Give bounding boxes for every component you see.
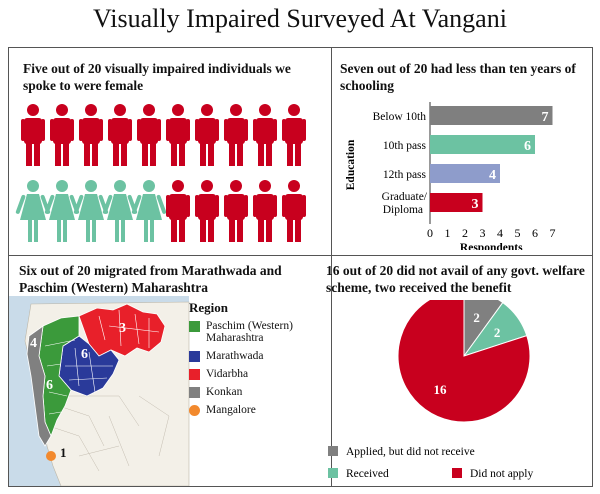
male-person-icon xyxy=(50,104,74,166)
legend-label: Vidarbha xyxy=(206,368,249,380)
male-person-icon xyxy=(137,104,161,166)
x-axis-label: Respondents xyxy=(460,242,523,250)
pie-slice-2 xyxy=(397,300,531,423)
education-panel-title: Seven out of 20 had less than ten years … xyxy=(340,61,576,93)
x-tick-label: 3 xyxy=(480,226,486,240)
legend-label: Mangalore xyxy=(206,404,256,416)
pie-value-label: 2 xyxy=(473,310,480,325)
female-person-icon xyxy=(44,180,80,242)
category-label: Graduate/ xyxy=(382,191,428,203)
x-tick-label: 4 xyxy=(497,226,503,240)
bar-value-label: 3 xyxy=(472,197,479,212)
category-label: 10th pass xyxy=(383,140,427,152)
legend-square-swatch xyxy=(189,387,200,398)
migration-panel-title: Six out of 20 migrated from Marathwada a… xyxy=(19,263,282,295)
gender-panel: Five out of 20 visually impaired individ… xyxy=(8,47,332,256)
male-person-icon xyxy=(282,180,306,242)
welfare-panel: 16 out of 20 did not avail of any govt. … xyxy=(314,255,593,487)
x-tick-label: 5 xyxy=(515,226,521,240)
legend-circle-swatch xyxy=(189,405,200,416)
legend-square-swatch xyxy=(189,369,200,380)
paschim-borders xyxy=(44,339,76,415)
female-person-icon xyxy=(73,180,109,242)
x-tick-label: 1 xyxy=(445,226,451,240)
migration-panel: Six out of 20 migrated from Marathwada a… xyxy=(8,255,332,487)
pie-legend-label: Received xyxy=(346,468,389,480)
male-person-icon xyxy=(253,104,277,166)
legend-item: Marathwada xyxy=(189,350,329,362)
mangalore-marker xyxy=(46,451,56,461)
marathwada-borders xyxy=(65,347,113,393)
pictogram xyxy=(15,104,306,242)
maharashtra-map: 4 6 6 3 1 xyxy=(9,296,190,486)
bar-value-label: 6 xyxy=(524,139,531,154)
male-person-icon xyxy=(79,104,103,166)
x-tick-label: 0 xyxy=(427,226,433,240)
bar-value-label: 7 xyxy=(542,110,549,125)
x-tick-label: 7 xyxy=(550,226,556,240)
legend-label: Paschim (Western) Maharashtra xyxy=(206,320,293,344)
welfare-pie-chart: 22 16 Applied, but did not receive Received… xyxy=(328,300,533,480)
pie-legend-swatch xyxy=(328,468,338,478)
x-tick-label: 2 xyxy=(462,226,468,240)
bar-3 xyxy=(430,193,483,212)
male-person-icon xyxy=(195,104,219,166)
legend-item: Mangalore xyxy=(189,404,329,416)
male-person-icon xyxy=(21,104,45,166)
legend-title: Region xyxy=(189,300,228,315)
legend-item: Konkan xyxy=(189,386,329,398)
pie-value-label: 16 xyxy=(433,382,447,397)
legend-square-swatch xyxy=(189,351,200,362)
region-konkan xyxy=(26,325,52,447)
count-konkan: 4 xyxy=(30,336,37,351)
pie-value-label: 2 xyxy=(494,325,501,340)
female-person-icon xyxy=(131,180,167,242)
male-person-icon xyxy=(195,180,219,242)
male-person-icon xyxy=(166,180,190,242)
bar-2 xyxy=(430,164,500,183)
map-legend: Region Paschim (Western) Maharashtra Mara… xyxy=(189,300,329,422)
vidarbha-borders xyxy=(98,309,160,348)
count-vidarbha: 3 xyxy=(119,321,126,336)
education-panel: Seven out of 20 had less than ten years … xyxy=(331,47,593,256)
female-person-icon xyxy=(102,180,138,242)
legend-item: Vidarbha xyxy=(189,368,329,380)
male-person-icon xyxy=(253,180,277,242)
education-bar-chart: 7 Below 10th 6 10th pass 4 12th pass 3 Graduate… xyxy=(345,102,556,250)
legend-square-swatch xyxy=(189,321,200,332)
male-person-icon xyxy=(166,104,190,166)
male-person-icon xyxy=(224,104,248,166)
pie-legend-label: Did not apply xyxy=(470,468,533,480)
male-person-icon xyxy=(224,180,248,242)
category-label: 12th pass xyxy=(383,169,427,181)
male-person-icon xyxy=(108,104,132,166)
male-person-icon xyxy=(282,104,306,166)
category-label: Below 10th xyxy=(373,111,427,123)
category-label: Diploma xyxy=(383,204,423,216)
pie-legend-swatch xyxy=(452,468,462,478)
bar-0 xyxy=(430,106,553,125)
welfare-panel-title: 16 out of 20 did not avail of any govt. … xyxy=(326,263,585,295)
y-axis-label: Education xyxy=(345,139,357,190)
page-title: Visually Impaired Surveyed At Vangani xyxy=(93,4,507,33)
bar-1 xyxy=(430,135,535,154)
legend-label: Marathwada xyxy=(206,350,264,362)
count-paschim: 6 xyxy=(46,378,53,393)
pie-legend-label: Applied, but did not receive xyxy=(346,446,475,458)
pie-legend-swatch xyxy=(328,446,338,456)
gender-panel-title: Five out of 20 visually impaired individ… xyxy=(23,61,291,93)
map-district-lines xyxy=(48,395,170,472)
count-marathwada: 6 xyxy=(81,347,88,362)
legend-item: Paschim (Western) Maharashtra xyxy=(189,320,329,344)
count-mangalore: 1 xyxy=(60,445,67,460)
bar-value-label: 4 xyxy=(489,168,496,183)
x-tick-label: 6 xyxy=(532,226,538,240)
legend-label: Konkan xyxy=(206,386,243,398)
